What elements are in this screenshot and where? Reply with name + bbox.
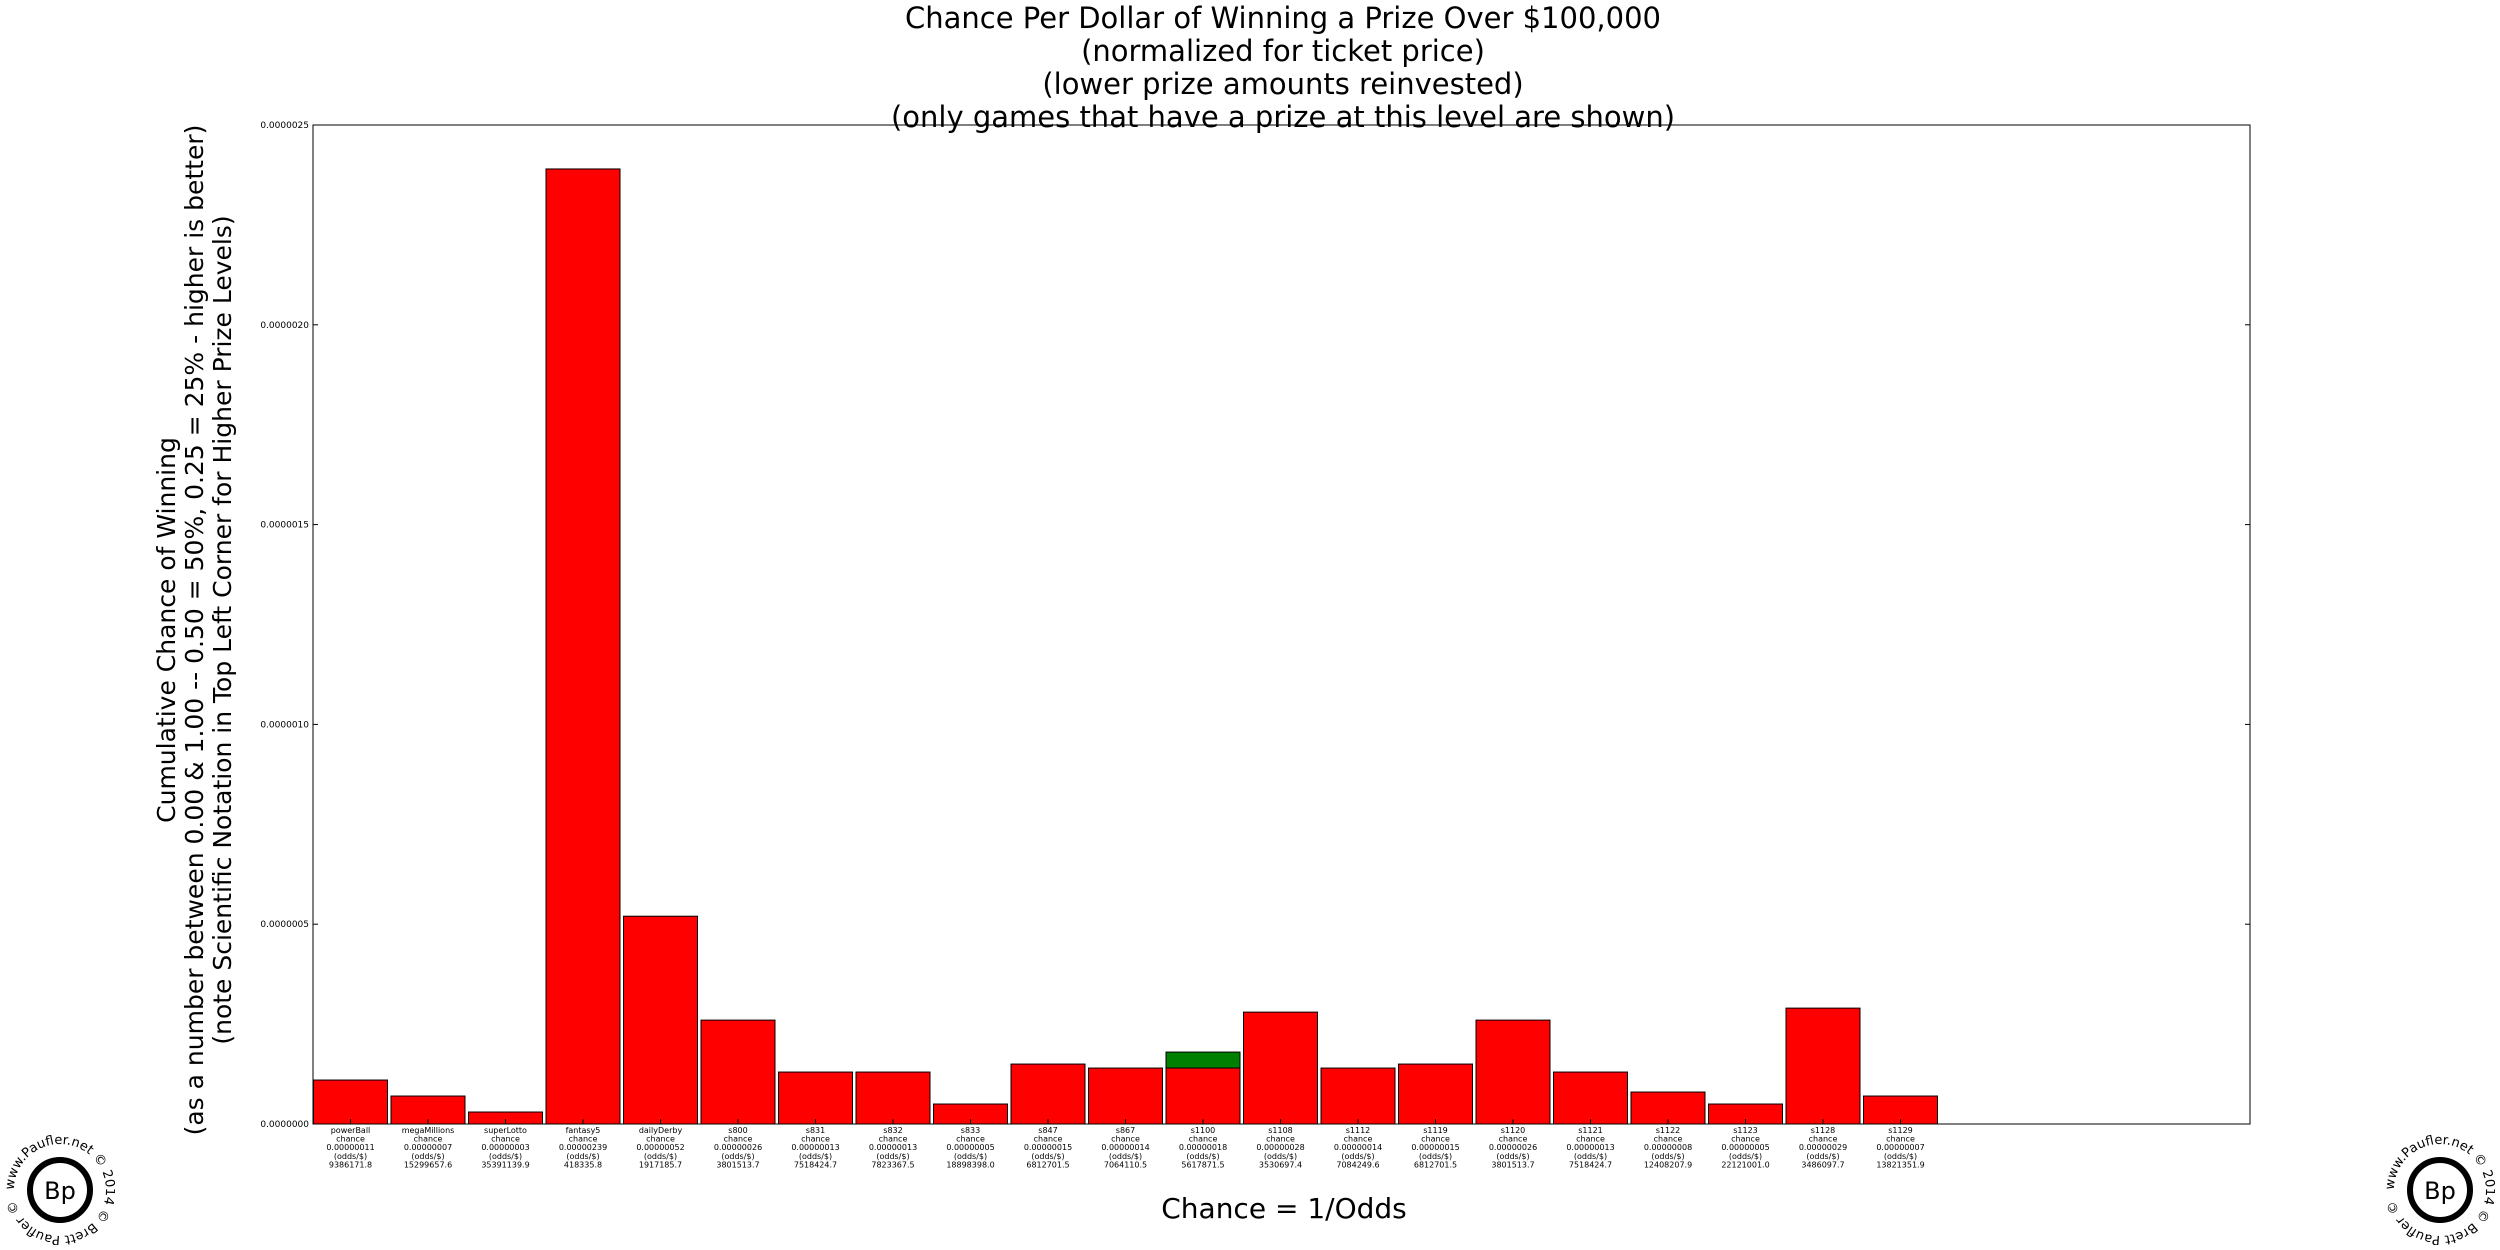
x-tick-label: s1123 chance 0.00000005 (odds/$) 22121001.0: [1721, 1126, 1769, 1169]
bar-s1119: [1398, 1063, 1473, 1125]
x-tick-label: s867 chance 0.00000014 (odds/$) 7064110.5: [1101, 1126, 1149, 1169]
title-line-4: (only games that have a prize at this le…: [890, 100, 1676, 134]
bar-fantasy5: [545, 168, 621, 1125]
x-tick-label: s1108 chance 0.00000028 (odds/$) 3530697.4: [1256, 1126, 1304, 1169]
x-tick-label: megaMillions chance 0.00000007 (odds/$) 1529…: [402, 1126, 455, 1169]
bar-s1100: [1165, 1067, 1241, 1125]
x-tick-label: powerBall chance 0.00000011 (odds/$) 9386171…: [326, 1126, 374, 1169]
x-tick-label: s1100 chance 0.00000018 (odds/$) 5617871.5: [1179, 1126, 1227, 1169]
logo-ring-right: [2407, 1157, 2473, 1223]
title-line-2: (normalized for ticket price): [1081, 34, 1485, 68]
bar-s832: [855, 1071, 931, 1125]
x-tick-label: s847 chance 0.00000015 (odds/$) 6812701.5: [1024, 1126, 1072, 1169]
watermark-logo-left: www.Paufler.net © 2014 © Brett Paufler ©…: [5, 1135, 115, 1245]
x-tick-label: s1122 chance 0.00000008 (odds/$) 12408207.9: [1644, 1126, 1692, 1169]
logo-text-right: Bp: [2424, 1177, 2456, 1205]
x-tick-label: s1120 chance 0.00000026 (odds/$) 3801513.7: [1489, 1126, 1537, 1169]
bar-s1121: [1553, 1071, 1628, 1125]
logo-text-left: Bp: [44, 1177, 76, 1205]
y-tick-label: 0.0000025: [260, 121, 309, 131]
bar-s800: [700, 1019, 776, 1125]
bar-s1128: [1785, 1007, 1861, 1125]
bar-s1122: [1630, 1091, 1706, 1125]
x-axis-label: Chance = 1/Odds: [1161, 1192, 1407, 1225]
bar-s1120: [1475, 1019, 1551, 1125]
x-tick-label: s800 chance 0.00000026 (odds/$) 3801513.7: [714, 1126, 762, 1169]
x-tick-label: s1112 chance 0.00000014 (odds/$) 7084249.6: [1334, 1126, 1382, 1169]
bar-s831: [778, 1071, 853, 1125]
x-tick-label: s1129 chance 0.00000007 (odds/$) 13821351.9: [1876, 1126, 1924, 1169]
y-tick-label: 0.0000000: [260, 1120, 309, 1130]
y-tick-label: 0.0000020: [260, 321, 309, 331]
x-tick-label: superLotto chance 0.00000003 (odds/$) 353911…: [481, 1126, 529, 1169]
x-tick-label: fantasy5 chance 0.00000239 (odds/$) 418335.8: [559, 1126, 607, 1169]
x-tick-label: s831 chance 0.00000013 (odds/$) 7518424.7: [791, 1126, 839, 1169]
x-tick-label: s833 chance 0.00000005 (odds/$) 18898398.0: [946, 1126, 994, 1169]
bar-highlight-s1100: [1165, 1051, 1241, 1069]
bar-s867: [1088, 1067, 1163, 1125]
bar-s1108: [1243, 1011, 1318, 1125]
logo-ring-left: [27, 1157, 93, 1223]
bar-s847: [1010, 1063, 1086, 1125]
y-tick-label: 0.0000015: [260, 521, 309, 531]
chart-title: Chance Per Dollar of Winning a Prize Ove…: [0, 2, 2500, 134]
x-tick-label: s832 chance 0.00000013 (odds/$) 7823367.5: [869, 1126, 917, 1169]
x-tick-label: dailyDerby chance 0.00000052 (odds/$) 191718…: [636, 1126, 684, 1169]
x-tick-label: s1121 chance 0.00000013 (odds/$) 7518424.7: [1566, 1126, 1614, 1169]
y-tick-label: 0.0000005: [260, 920, 309, 930]
title-line-1: Chance Per Dollar of Winning a Prize Ove…: [905, 1, 1661, 35]
bar-s1112: [1320, 1067, 1396, 1125]
bar-dailyDerby: [623, 915, 698, 1125]
watermark-logo-right: www.Paufler.net © 2014 © Brett Paufler ©…: [2385, 1135, 2495, 1245]
y-tick-label: 0.0000010: [260, 720, 309, 730]
x-tick-label: s1128 chance 0.00000029 (odds/$) 3486097.7: [1799, 1126, 1847, 1169]
x-tick-label: s1119 chance 0.00000015 (odds/$) 6812701.5: [1411, 1126, 1459, 1169]
title-line-3: (lower prize amounts reinvested): [1042, 67, 1524, 101]
bar-powerBall: [313, 1079, 388, 1125]
